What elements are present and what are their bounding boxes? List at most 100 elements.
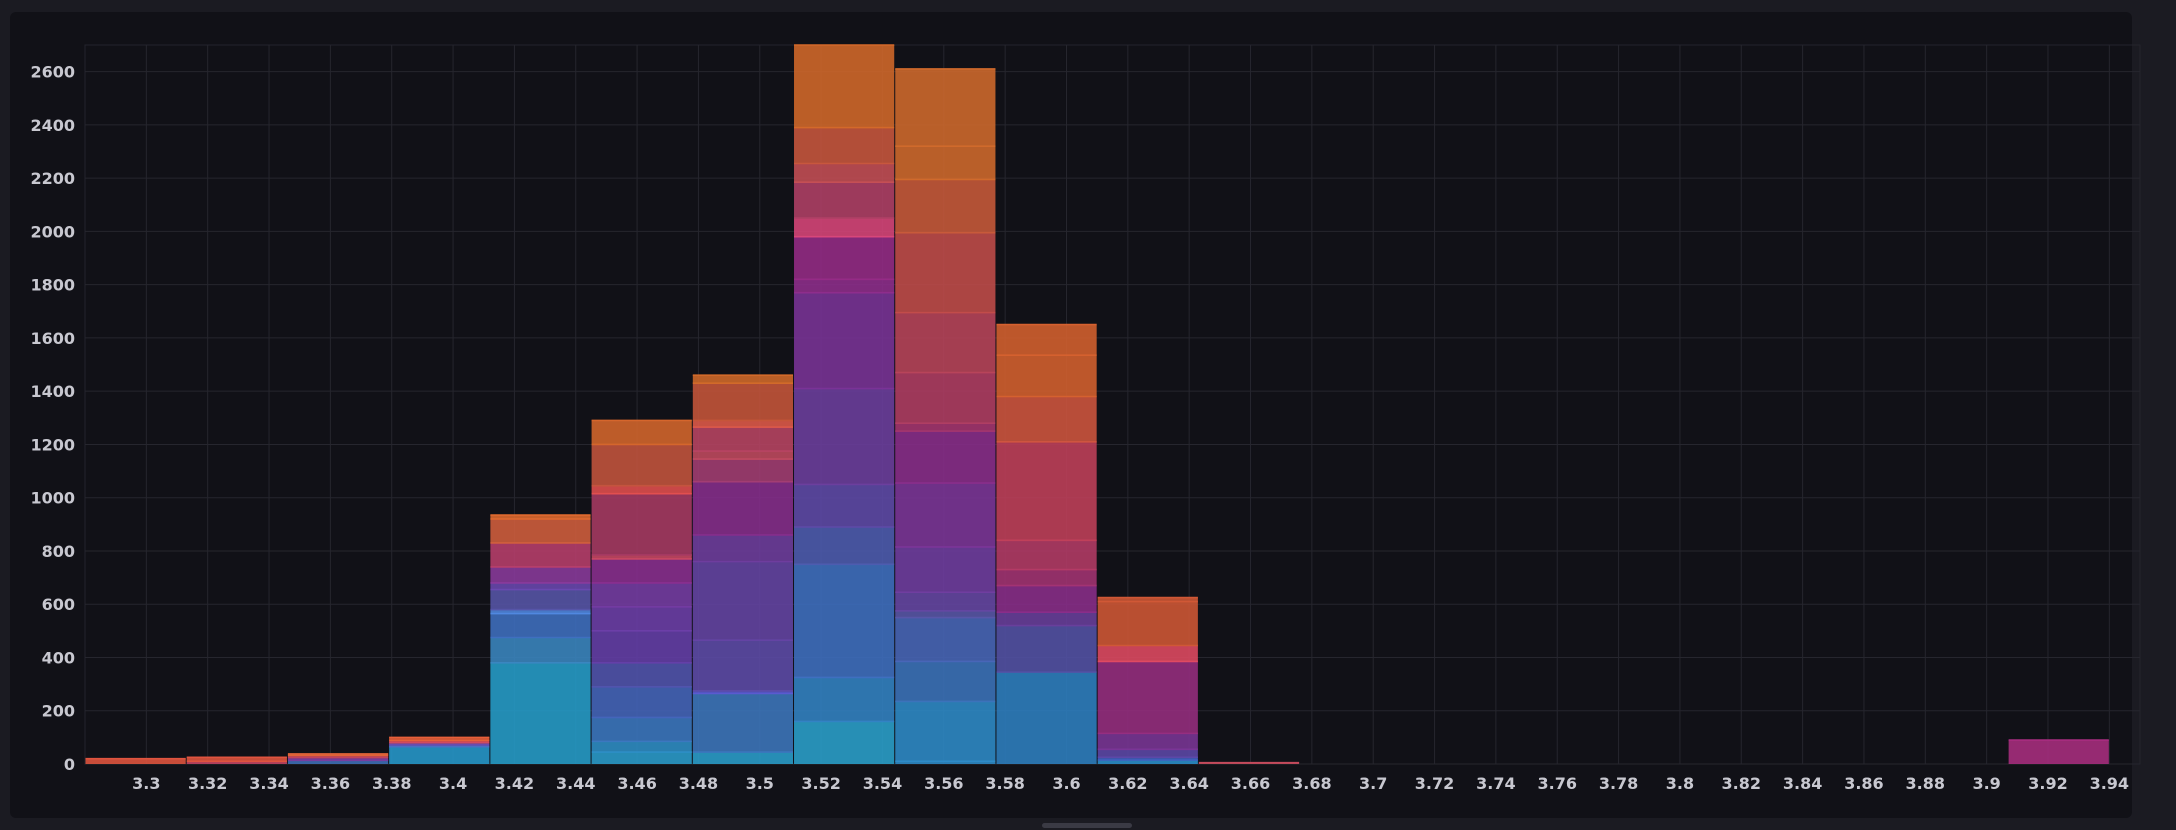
histogram-bar-segment[interactable] bbox=[287, 760, 389, 764]
histogram-bar-segment[interactable] bbox=[895, 431, 996, 484]
histogram-bar-segment[interactable] bbox=[591, 752, 692, 764]
histogram-bar-segment[interactable] bbox=[996, 585, 1097, 613]
histogram-bar-segment[interactable] bbox=[591, 717, 692, 742]
histogram-bar-segment[interactable] bbox=[591, 630, 692, 663]
histogram-bar-segment[interactable] bbox=[490, 662, 591, 764]
histogram-bar-segment[interactable] bbox=[794, 45, 895, 128]
histogram-bar-segment[interactable] bbox=[794, 564, 895, 678]
histogram-bar-segment[interactable] bbox=[794, 236, 895, 280]
histogram-bar-segment[interactable] bbox=[1097, 757, 1198, 761]
histogram-bar-segment[interactable] bbox=[794, 127, 895, 164]
histogram-bar-segment[interactable] bbox=[692, 534, 794, 562]
histogram-bar-segment[interactable] bbox=[490, 637, 591, 663]
histogram-bar-segment[interactable] bbox=[692, 561, 794, 641]
histogram-bar-segment[interactable] bbox=[692, 451, 794, 460]
histogram-bar-segment[interactable] bbox=[1097, 749, 1198, 758]
histogram-bar-segment[interactable] bbox=[692, 375, 794, 384]
histogram-bar-segment[interactable] bbox=[1097, 645, 1198, 662]
histogram-bar-segment[interactable] bbox=[1097, 733, 1198, 750]
histogram-bar-segment[interactable] bbox=[794, 182, 895, 219]
histogram-bar-segment[interactable] bbox=[490, 542, 591, 567]
histogram-bar-segment[interactable] bbox=[794, 484, 895, 527]
histogram-bar-segment[interactable] bbox=[895, 179, 996, 233]
histogram-bar-segment[interactable] bbox=[389, 740, 490, 743]
histogram-bar-segment[interactable] bbox=[895, 610, 996, 618]
histogram-bar-segment[interactable] bbox=[591, 554, 692, 559]
histogram-bar-segment[interactable] bbox=[895, 312, 996, 373]
histogram-bar-segment[interactable] bbox=[996, 396, 1097, 442]
histogram-bar-segment[interactable] bbox=[591, 485, 692, 494]
histogram-bar-segment[interactable] bbox=[692, 420, 794, 428]
histogram-bar-segment[interactable] bbox=[996, 324, 1097, 356]
histogram-bar-segment[interactable] bbox=[591, 741, 692, 753]
histogram-bar-segment[interactable] bbox=[490, 589, 591, 610]
histogram-bar-segment[interactable] bbox=[591, 686, 692, 718]
histogram-bar-segment[interactable] bbox=[287, 755, 389, 758]
histogram-bar-segment[interactable] bbox=[1097, 597, 1198, 602]
histogram-bar-segment[interactable] bbox=[996, 540, 1097, 570]
histogram-bar-segment[interactable] bbox=[794, 292, 895, 389]
histogram-bar-segment[interactable] bbox=[895, 546, 996, 593]
histogram-bar-segment[interactable] bbox=[186, 761, 287, 764]
histogram-bar-segment[interactable] bbox=[895, 592, 996, 611]
histogram-bar-segment[interactable] bbox=[490, 566, 591, 583]
histogram-bar-segment[interactable] bbox=[389, 746, 490, 764]
histogram-bar-segment[interactable] bbox=[895, 372, 996, 424]
histogram-bar-segment[interactable] bbox=[895, 661, 996, 702]
histogram-bar-segment[interactable] bbox=[591, 493, 692, 555]
histogram-bar-segment[interactable] bbox=[895, 761, 996, 764]
histogram-bar-segment[interactable] bbox=[895, 617, 996, 662]
histogram-bar-segment[interactable] bbox=[591, 582, 692, 607]
histogram-bar-segment[interactable] bbox=[186, 757, 287, 762]
histogram-bar-segment[interactable] bbox=[996, 672, 1097, 764]
histogram-bar-segment[interactable] bbox=[692, 481, 794, 535]
histogram-bar-segment[interactable] bbox=[591, 558, 692, 583]
histogram-bar-segment[interactable] bbox=[692, 427, 794, 452]
histogram-bar-segment[interactable] bbox=[996, 625, 1097, 673]
histogram-bar-segment[interactable] bbox=[591, 662, 692, 687]
histogram-bar-segment[interactable] bbox=[895, 483, 996, 547]
histogram-bar-segment[interactable] bbox=[389, 744, 490, 747]
histogram-bar-segment[interactable] bbox=[794, 721, 895, 764]
histogram-bar-segment[interactable] bbox=[692, 383, 794, 421]
histogram-bar-segment[interactable] bbox=[490, 515, 591, 520]
x-axis-ticks: 3.3 3.32 3.34 3.36 3.38 3.4 3.42 3.44 3.46 3.48 3.… bbox=[132, 774, 2129, 793]
histogram-bar-segment[interactable] bbox=[490, 582, 591, 590]
histogram-bar-segment[interactable] bbox=[794, 526, 895, 565]
scroll-handle[interactable] bbox=[1042, 823, 1132, 828]
histogram-bar-segment[interactable] bbox=[996, 355, 1097, 397]
histogram-bar-segment[interactable] bbox=[591, 444, 692, 486]
histogram-bar-segment[interactable] bbox=[490, 609, 591, 614]
histogram-bar-segment[interactable] bbox=[794, 677, 895, 722]
histogram-bar-segment[interactable] bbox=[692, 752, 794, 764]
histogram-bar-segment[interactable] bbox=[794, 218, 895, 237]
histogram-bar-segment[interactable] bbox=[1097, 601, 1198, 646]
histogram-bar-segment[interactable] bbox=[794, 163, 895, 183]
histogram-bar-segment[interactable] bbox=[389, 742, 490, 745]
histogram-bar-segment[interactable] bbox=[692, 640, 794, 691]
histogram-bar-segment[interactable] bbox=[692, 693, 794, 753]
y-tick-label: 200 bbox=[42, 702, 75, 721]
histogram-bar-segment[interactable] bbox=[692, 690, 794, 694]
histogram-bar-segment[interactable] bbox=[389, 737, 490, 741]
histogram-bar-segment[interactable] bbox=[287, 757, 389, 761]
histogram-bar-segment[interactable] bbox=[895, 423, 996, 432]
histogram-bar-segment[interactable] bbox=[895, 232, 996, 313]
histogram-bar-segment[interactable] bbox=[692, 459, 794, 482]
histogram-bar-segment[interactable] bbox=[895, 68, 996, 147]
histogram-bar-segment[interactable] bbox=[591, 420, 692, 445]
histogram-bar-segment[interactable] bbox=[2008, 740, 2109, 764]
histogram-bar-segment[interactable] bbox=[1097, 760, 1198, 764]
histogram-bar-segment[interactable] bbox=[490, 519, 591, 543]
histogram-bar-segment[interactable] bbox=[794, 279, 895, 293]
histogram-bar-segment[interactable] bbox=[996, 612, 1097, 626]
histogram-bar-segment[interactable] bbox=[895, 146, 996, 180]
histogram-bar-segment[interactable] bbox=[996, 441, 1097, 541]
histogram-bar-segment[interactable] bbox=[1097, 661, 1198, 734]
histogram-bar-segment[interactable] bbox=[996, 569, 1097, 586]
histogram-bar-segment[interactable] bbox=[794, 388, 895, 485]
histogram-bar-segment[interactable] bbox=[85, 758, 186, 764]
histogram-bar-segment[interactable] bbox=[591, 606, 692, 631]
histogram-bar-segment[interactable] bbox=[895, 701, 996, 762]
histogram-bar-segment[interactable] bbox=[490, 613, 591, 638]
